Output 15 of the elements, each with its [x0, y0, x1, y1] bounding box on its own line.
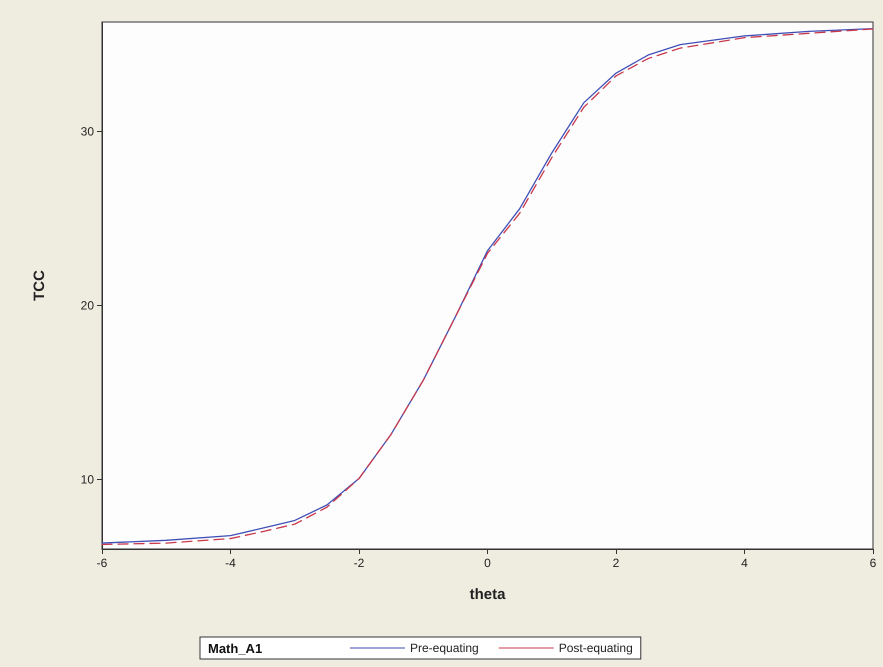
y-tick-label: 10 [80, 472, 94, 486]
x-tick-label: -4 [225, 556, 236, 570]
x-tick-label: 4 [741, 556, 748, 570]
y-axis-title: TCC [31, 270, 48, 301]
legend-label: Post-equating [558, 641, 633, 655]
x-tick-label: -6 [96, 556, 108, 570]
y-tick-label: 30 [80, 124, 94, 139]
x-tick-label: 2 [612, 556, 620, 570]
legend-label: Pre-equating [410, 641, 479, 655]
x-tick-label: 6 [870, 556, 877, 570]
legend-title: Math_A1 [208, 641, 262, 656]
x-tick-label: 0 [484, 556, 492, 570]
x-tick-label: -2 [354, 556, 365, 570]
y-tick-label: 20 [80, 298, 94, 312]
x-axis-title: theta [470, 586, 506, 603]
